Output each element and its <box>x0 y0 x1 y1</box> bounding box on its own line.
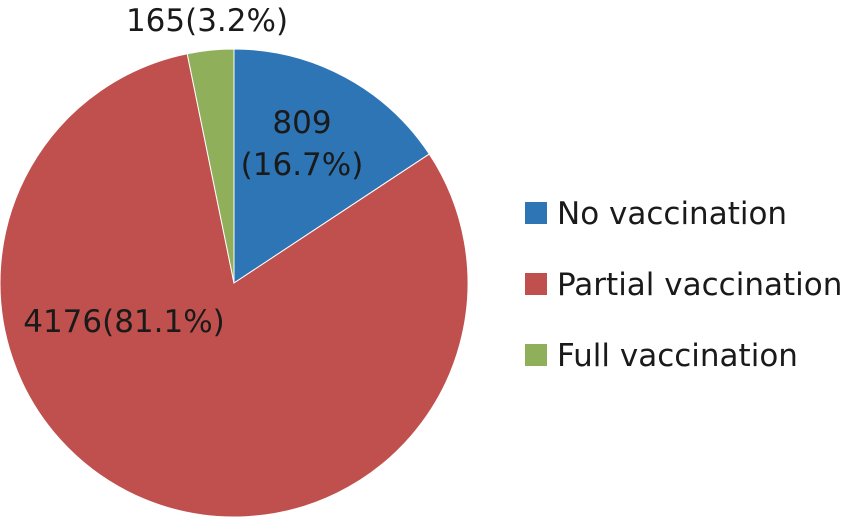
pie-slice-no-vaccination <box>233 48 430 284</box>
legend: No vaccination Partial vaccination Full va… <box>525 196 842 374</box>
data-label-full-vaccination: 165(3.2%) <box>126 3 288 39</box>
data-label-partial-vaccination: 4176(81.1%) <box>23 304 225 340</box>
legend-item-partial-vaccination: Partial vaccination <box>525 267 842 303</box>
data-label-no-vaccination: 809 (16.7%) <box>241 105 364 183</box>
pie-slices <box>0 48 469 517</box>
legend-item-full-vaccination: Full vaccination <box>525 338 798 374</box>
legend-swatch-partial-vaccination <box>525 273 547 295</box>
legend-swatch-no-vaccination <box>525 202 547 224</box>
legend-label-no-vaccination: No vaccination <box>557 196 787 232</box>
legend-swatch-full-vaccination <box>525 344 547 366</box>
legend-label-full-vaccination: Full vaccination <box>557 338 798 374</box>
pie-slice-full-vaccination <box>186 48 235 284</box>
pie-labels: 809 (16.7%) 4176(81.1%) 165(3.2%) <box>23 3 363 340</box>
legend-label-partial-vaccination: Partial vaccination <box>557 267 842 303</box>
legend-item-no-vaccination: No vaccination <box>525 196 787 232</box>
pie-slice-partial-vaccination <box>0 53 469 517</box>
